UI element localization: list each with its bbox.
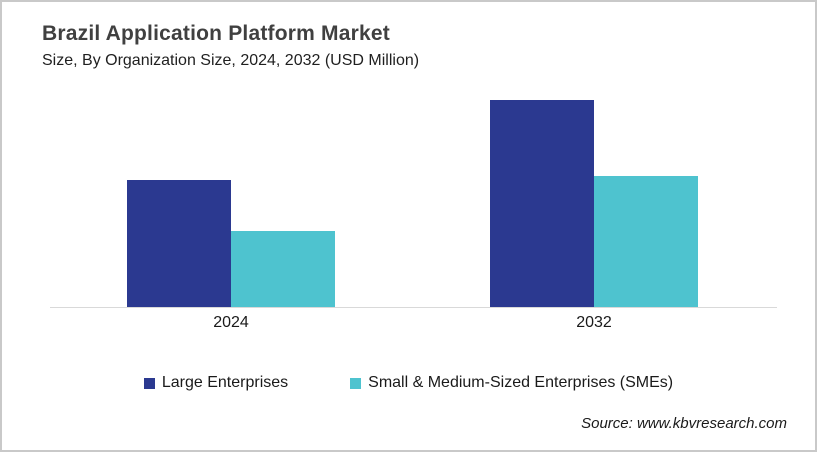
legend-item-smes: Small & Medium-Sized Enterprises (SMEs)	[350, 374, 673, 392]
legend-swatch-smes-icon	[350, 377, 362, 389]
chart-subtitle: Size, By Organization Size, 2024, 2032 (…	[42, 52, 420, 69]
legend: Large Enterprises Small & Medium-Sized E…	[2, 374, 815, 392]
legend-label-large-enterprises: Large Enterprises	[161, 374, 289, 391]
bar-2032-smes	[594, 176, 698, 307]
bar-2024-large-enterprises	[127, 180, 231, 307]
legend-label-smes: Small & Medium-Sized Enterprises (SMEs)	[368, 374, 674, 391]
legend-swatch-large-enterprises-icon	[143, 377, 155, 389]
source-attribution: Source: www.kbvresearch.com	[581, 415, 787, 432]
legend-item-large-enterprises: Large Enterprises	[143, 374, 289, 392]
bar-2024-smes	[231, 231, 335, 307]
x-tick-label-2024: 2024	[213, 314, 249, 331]
bar-group-2032	[490, 100, 698, 307]
bar-group-2024	[127, 180, 335, 307]
x-tick-label-2032: 2032	[576, 314, 612, 331]
plot-area	[50, 77, 777, 308]
x-axis-line	[50, 307, 777, 308]
chart-title: Brazil Application Platform Market	[42, 22, 390, 45]
bar-2032-large-enterprises	[490, 100, 594, 307]
